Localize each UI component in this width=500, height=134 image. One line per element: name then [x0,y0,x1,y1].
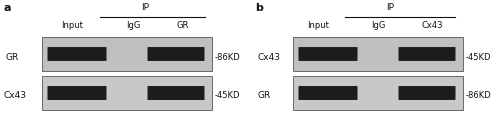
Text: IgG: IgG [126,21,140,30]
Text: -86KD: -86KD [466,90,492,100]
FancyBboxPatch shape [148,86,204,100]
Text: -45KD: -45KD [215,90,240,100]
Text: Cx43: Cx43 [421,21,443,30]
Text: Cx43: Cx43 [3,90,26,100]
FancyBboxPatch shape [48,86,106,100]
FancyBboxPatch shape [148,47,204,61]
Text: Input: Input [61,21,83,30]
Text: GR: GR [177,21,189,30]
Text: IP: IP [386,3,394,12]
Bar [293,37,463,71]
Bar [42,37,212,71]
Bar [293,76,463,110]
Bar [42,76,212,110]
Text: GR: GR [5,53,18,62]
Text: Cx43: Cx43 [257,53,280,62]
FancyBboxPatch shape [398,86,456,100]
FancyBboxPatch shape [398,47,456,61]
FancyBboxPatch shape [298,86,358,100]
Text: -45KD: -45KD [466,53,491,62]
Text: IP: IP [141,3,149,12]
Text: a: a [3,3,10,13]
FancyBboxPatch shape [298,47,358,61]
Text: -86KD: -86KD [215,53,241,62]
Text: Input: Input [307,21,329,30]
Text: IgG: IgG [371,21,385,30]
FancyBboxPatch shape [48,47,106,61]
Text: GR: GR [257,90,270,100]
Text: b: b [255,3,263,13]
